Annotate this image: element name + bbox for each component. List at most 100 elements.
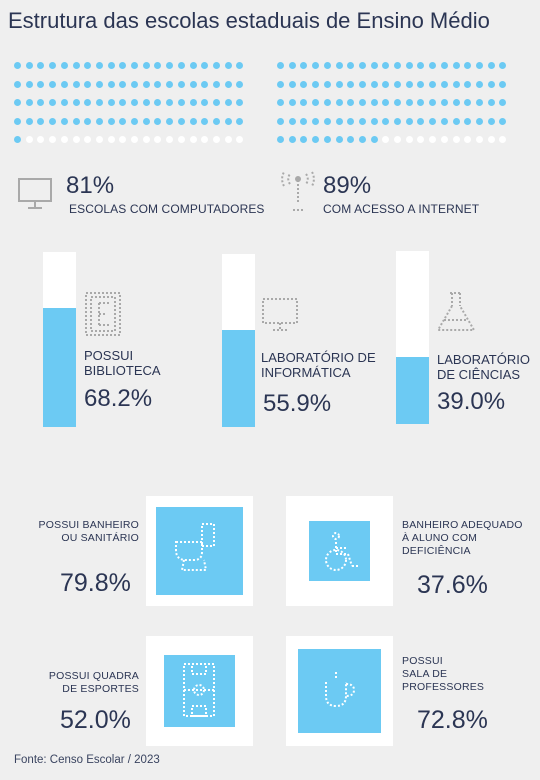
waffle-dot [300,80,308,88]
computers-percent: 81% [66,172,115,199]
tile-label-line: OU SANITÁRIO [61,532,139,544]
waffle-dot [224,99,232,106]
waffle-dot [429,99,437,106]
waffle-dot [440,62,448,69]
waffle-dot [323,99,331,106]
waffle-dot [277,80,284,88]
ciencias-label-line2: DE CIÊNCIAS [437,367,521,382]
waffle-dot [347,117,355,125]
waffle-dot [347,136,355,143]
waffle-dot [394,80,401,88]
sala-professores-percent: 72.8% [417,706,488,734]
waffle-dot [201,117,209,125]
informatica-percent: 55.9% [263,390,332,417]
waffle-dot [25,136,33,143]
waffle-dot [429,80,437,88]
tile-label-line: BANHEIRO ADEQUADO [402,519,523,531]
waffle-dot [84,62,92,69]
waffle-dot [224,136,232,143]
bar-ciencias [396,251,429,424]
waffle-dot [14,99,21,106]
waffle-dot [499,136,507,143]
waffle-dot [347,99,355,106]
waffle-dot [370,80,378,88]
tile-label-line: À ALUNO COM [402,532,478,544]
banheiro-percent: 79.8% [60,569,131,597]
waffle-dot [236,99,244,106]
waffle-dot [323,80,331,88]
waffle-dot [14,80,21,88]
waffle-dot [277,117,284,125]
waffle-dot [95,99,103,106]
waffle-dot [429,117,437,125]
waffle-dot [358,80,366,88]
waffle-dot [417,80,425,88]
waffle-dot [177,117,185,125]
waffle-dot [131,80,138,88]
waffle-dot [452,80,460,88]
waffle-dot [154,117,162,125]
waffle-dot [236,62,244,69]
ciencias-label: LABORATÓRIO DE CIÊNCIAS [437,352,530,382]
waffle-dot [37,80,45,88]
waffle-dot [189,117,197,125]
waffle-dot [60,136,68,143]
internet-label: COM ACESSO A INTERNET [323,202,480,216]
waffle-dot [107,117,115,125]
bar-biblioteca [43,252,76,427]
waffle-dot [107,99,115,106]
coffee-icon [320,670,360,710]
ciencias-label-line1: LABORATÓRIO [437,352,530,367]
waffle-dot [487,99,495,106]
tile-fill-banheiro [155,506,244,596]
waffle-dot [37,62,45,69]
tile-banheiro-deficiencia [286,496,393,606]
tile-fill-quadra [164,655,235,727]
waffle-dot [95,117,103,125]
waffle-dot [300,117,308,125]
informatica-label: LABORATÓRIO DE INFORMÁTICA [261,350,376,380]
waffle-dot [189,62,197,69]
waffle-dot [60,117,68,125]
waffle-dot [166,80,174,88]
waffle-dot [358,99,366,106]
waffle-dot [119,136,127,143]
waffle-dot [312,80,320,88]
bar-fill-ciencias [396,356,429,424]
waffle-dot [370,99,378,106]
waffle-dot [60,99,68,106]
waffle-dot [440,136,448,143]
waffle-dot [358,62,366,69]
waffle-dot [119,99,127,106]
waffle-dot [201,99,209,106]
tile-label-line: SALA DE [402,668,448,680]
waffle-dot [323,62,331,69]
waffle-dot [417,136,425,143]
waffle-dot [72,136,80,143]
waffle-dot [499,80,507,88]
waffle-dot [142,117,150,125]
waffle-chart-internet [277,62,517,152]
waffle-dot [464,99,472,106]
waffle-dot [14,117,21,125]
waffle-dot [107,62,115,69]
waffle-dot [440,99,448,106]
waffle-dot [14,136,21,143]
waffle-dot [464,117,472,125]
waffle-dot [49,80,57,88]
waffle-dot [464,80,472,88]
waffle-dot [382,80,390,88]
waffle-dot [224,117,232,125]
waffle-dot [475,99,483,106]
waffle-dot [358,136,366,143]
tile-fill-sala-professores [297,648,382,734]
waffle-dot [405,117,413,125]
waffle-dot [212,117,220,125]
tile-sala-professores [286,636,393,746]
tile-label-line: DE ESPORTES [62,683,139,695]
waffle-dot [236,80,244,88]
bar-informatica [222,254,255,427]
page-title: Estrutura das escolas estaduais de Ensin… [8,8,490,33]
waffle-dot [405,62,413,69]
waffle-dot [417,117,425,125]
